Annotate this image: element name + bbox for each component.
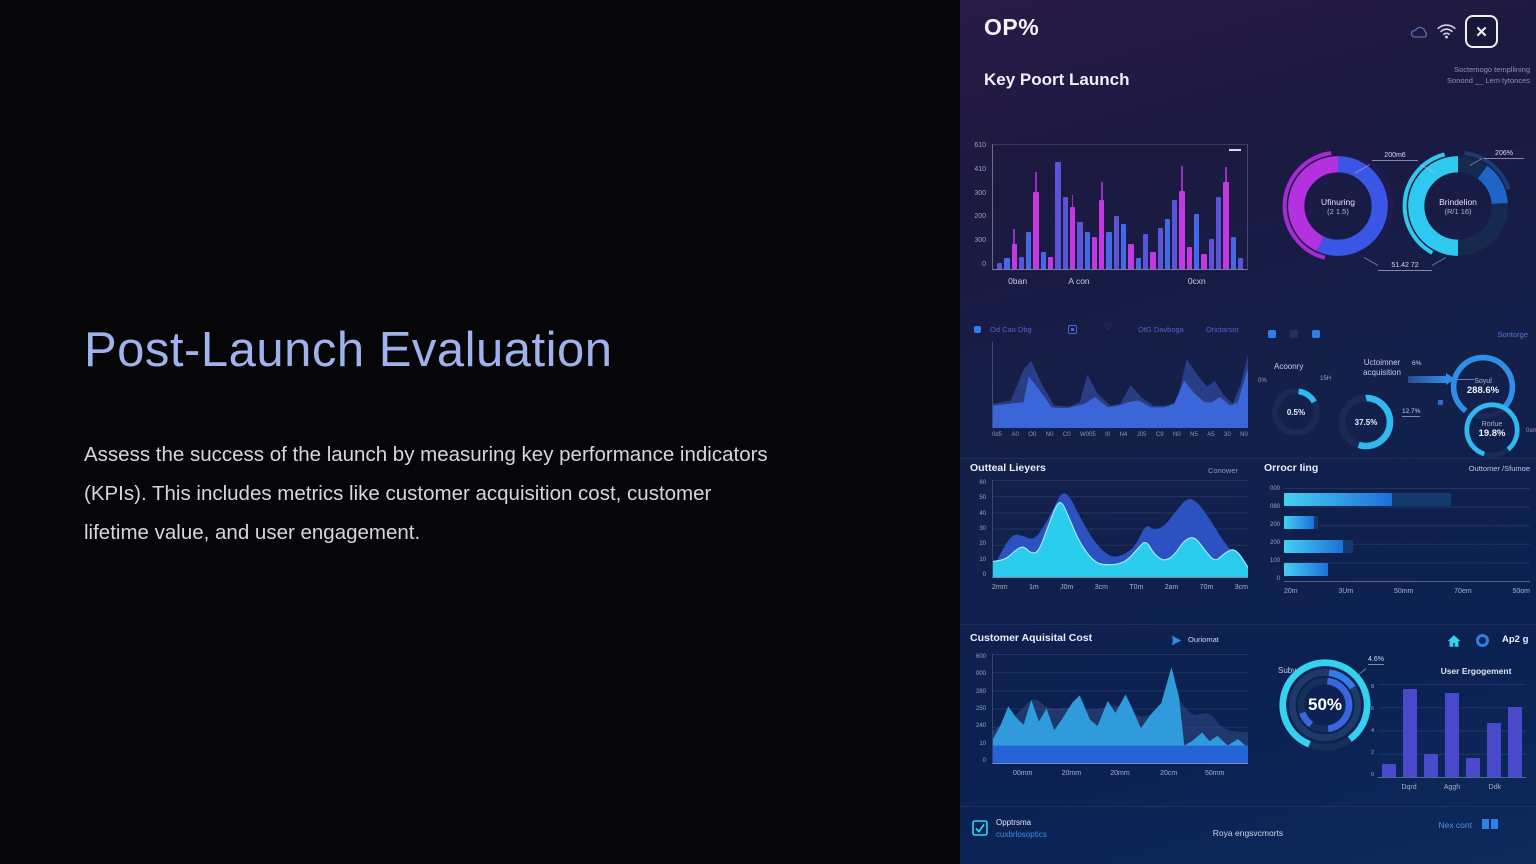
arrow-label: 6% xyxy=(1412,360,1422,367)
refresh-icon xyxy=(1476,634,1489,647)
meta-line: Sonond __ Lem tytonces xyxy=(1447,76,1530,85)
footer-divider xyxy=(960,806,1536,807)
body-line: lifetime value, and user engagement. xyxy=(84,520,421,544)
check-icon xyxy=(972,820,988,836)
dashboard-title: Key Poort Launch xyxy=(984,70,1130,89)
kpi-legend-dash xyxy=(1229,149,1241,151)
kpi-bars xyxy=(997,145,1244,269)
connector-line xyxy=(1456,379,1474,380)
row-divider xyxy=(960,624,1536,625)
legend-item: Onctarsot xyxy=(1206,325,1239,334)
order-x-axis: 20m 3Um 50mm 70em 50om xyxy=(1284,588,1530,595)
donut2-callout: 206% xyxy=(1484,150,1524,159)
page-title: Post-Launch Evaluation xyxy=(84,323,613,377)
order-y-axis: 000 080 200 200 100 0 xyxy=(1269,486,1280,582)
indicator-square xyxy=(1268,330,1276,338)
arrow-head-icon xyxy=(1446,373,1455,385)
gauge-small-2: 37.5% xyxy=(1336,392,1396,452)
legend-label: Ouriomat xyxy=(1188,635,1219,644)
gauges-panel: Sontorge Acoonry Uctoimner acquisition 0… xyxy=(1256,322,1536,458)
indicator-dot xyxy=(1438,400,1443,405)
home-icon xyxy=(1447,635,1461,647)
footer-label: Opptrsma xyxy=(996,818,1032,827)
cac-y-axis: 600 000 280 250 240 10 0 xyxy=(975,654,986,764)
trend-plot-area xyxy=(992,342,1248,428)
engagement-bars xyxy=(1378,684,1526,778)
order-bars xyxy=(1284,488,1530,582)
gauge-top-label: 4.6% xyxy=(1368,656,1384,665)
gauge-small-1: 0.5% xyxy=(1270,386,1322,438)
cac-plot-area xyxy=(992,654,1248,764)
footer-center-label: Roya engsvcmorts xyxy=(1212,828,1284,838)
cursor-icon xyxy=(1171,635,1182,646)
heart-icon: ♡ xyxy=(1104,322,1113,332)
donut-chart-brindelion: Brindelion (R/1 16) xyxy=(1400,148,1516,264)
next-indicator-icon[interactable] xyxy=(1482,819,1498,829)
close-button[interactable]: ✕ xyxy=(1465,15,1498,48)
dashboard-logo: OP% xyxy=(984,14,1040,40)
trend-x-axis: 0d5 A0 O0 N0 C0 W005 I0 N4 J05 C9 N0 N5 A5 30 N0 xyxy=(992,432,1248,438)
box-icon xyxy=(1068,325,1077,334)
gauge-label: Acoonry xyxy=(1274,362,1304,371)
cloud-icon xyxy=(1410,26,1428,38)
kpi-y-axis: 610 410 300 200 300 0 xyxy=(974,142,986,268)
ring-gauge-rorlue: Rorlue 19.8% xyxy=(1462,400,1522,460)
footer-sublabel: cuxbrlosoptics xyxy=(996,830,1047,839)
chart-title: User Ergogement xyxy=(1440,666,1512,676)
donut-bottom-callout: 51.42 72 xyxy=(1378,262,1432,271)
close-icon: ✕ xyxy=(1475,23,1488,41)
corner-label: Outtomer /Sfumoe xyxy=(1468,464,1530,473)
slide-body-text: Assess the success of the launch by meas… xyxy=(84,436,768,552)
row-divider xyxy=(960,458,1536,459)
ring-side-label: 0am xyxy=(1526,428,1536,434)
gauge-min-label: 0% xyxy=(1258,378,1267,384)
layers-plot-area xyxy=(992,480,1248,578)
panel-title: Outteal Lieyers xyxy=(970,462,1046,474)
layers-x-axis: 2mm 1m J0m 3cm T0m 2am 70m 3cm xyxy=(992,584,1248,591)
meta-line: Soctemogo templlining xyxy=(1454,65,1530,74)
trend-chart-panel: Od Cao Dbg ♡ OtG Davboga Onctarsot 0d5 A0… xyxy=(966,322,1252,456)
donut-chart-ufinuring: Ufinuring (2 1.5) xyxy=(1280,148,1396,264)
kpi-plot-area xyxy=(992,144,1248,270)
order-chart-panel: Orrocr Iing Outtomer /Sfumoe 000 080 200 20… xyxy=(1256,460,1536,624)
progress-arrow-bar xyxy=(1408,376,1446,383)
body-line: (KPIs). This includes metrics like custo… xyxy=(84,481,712,505)
icons-label: Ap2 g xyxy=(1502,634,1529,645)
layers-y-axis: 60 50 40 30 20 10 0 xyxy=(979,480,986,578)
donut-top-callout: 200m6 xyxy=(1372,152,1418,161)
layers-chart-panel: Outteal Lieyers Conower 60 50 40 30 20 10 0 2m… xyxy=(966,460,1252,624)
dashboard-image: OP% ✕ Key Poort Launch Soctemogo templli… xyxy=(960,0,1536,864)
gauge-label: Suby xyxy=(1278,666,1297,675)
legend-swatch xyxy=(974,326,981,333)
corner-label: Conower xyxy=(1207,466,1238,475)
panel-title: Orrocr Iing xyxy=(1264,462,1319,474)
kpi-bar-chart-panel: 610 410 300 200 300 0 0ban A con 0cxn xyxy=(966,140,1252,305)
legend-item: OtG Davboga xyxy=(1138,325,1184,334)
gauge-50-percent: 50% xyxy=(1277,657,1373,753)
indicator-square xyxy=(1312,330,1320,338)
body-line: Assess the success of the launch by meas… xyxy=(84,443,768,466)
cac-chart-panel: Customer Aquisital Cost Ouriomat 600 000 2… xyxy=(966,628,1252,800)
header-meta: Soctemogo templlining Sonond __ Lem tyto… xyxy=(1290,64,1530,86)
next-button[interactable]: Nex cont xyxy=(1438,820,1472,830)
legend-item: Od Cao Dbg xyxy=(990,325,1032,334)
corner-label: Sontorge xyxy=(1497,330,1528,339)
gauge-side-label: 12.7% xyxy=(1402,408,1421,417)
panel-title: Customer Aquisital Cost xyxy=(970,632,1093,644)
wifi-icon xyxy=(1437,24,1456,39)
gauge-max-label: 15H xyxy=(1320,376,1332,382)
gauge-label: Uctoimner acquisition xyxy=(1363,358,1401,377)
indicator-square xyxy=(1290,330,1298,338)
